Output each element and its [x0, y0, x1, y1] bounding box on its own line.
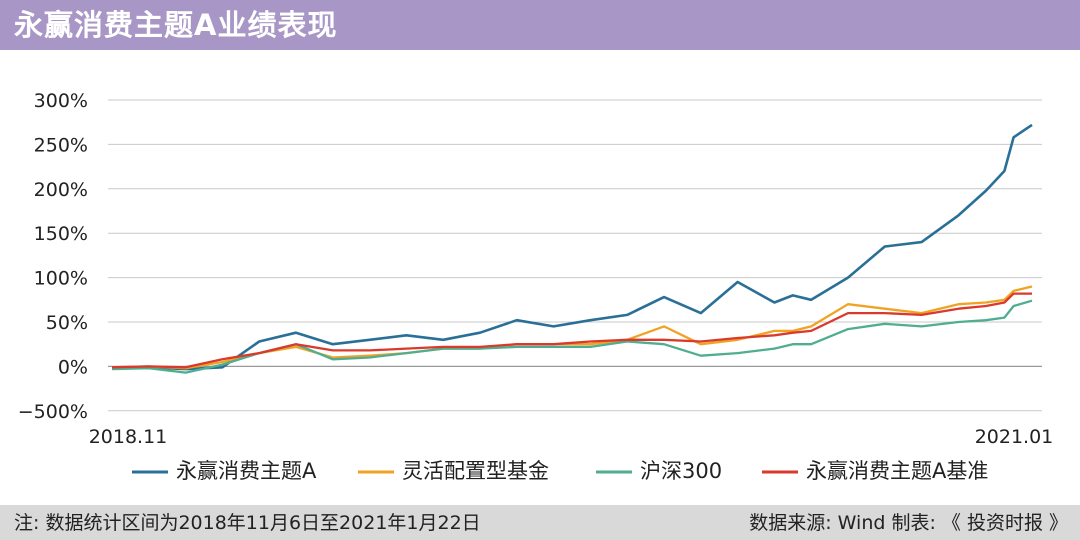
legend-label-3: 沪深300 [640, 459, 722, 483]
title-bar: 永赢消费主题A业绩表现 [0, 0, 1080, 50]
y-tick-label: 50% [46, 312, 88, 334]
y-tick-label: 200% [34, 179, 88, 201]
x-tick-label-end: 2021.01 [975, 426, 1054, 448]
y-tick-label: 300% [34, 90, 88, 112]
y-tick-label: −500% [18, 401, 88, 423]
series-line-4 [111, 292, 1032, 369]
footer-note: 注: 数据统计区间为2018年11月6日至2021年1月22日 [14, 512, 481, 534]
y-tick-label: 250% [34, 134, 88, 156]
chart-area: 300% 250% 200% 150% 100% 50% 0% −500% 2018.11 202… [0, 60, 1080, 505]
x-tick-label-start: 2018.11 [89, 426, 168, 448]
y-tick-label: 100% [34, 268, 88, 290]
series-line-3 [111, 299, 1033, 374]
legend-label-1: 永赢消费主题A [176, 459, 317, 483]
legend-label-2: 灵活配置型基金 [402, 459, 549, 483]
legend-label-4: 永赢消费主题A基准 [806, 459, 988, 483]
line-chart: 300% 250% 200% 150% 100% 50% 0% −500%2018.11 202… [18, 90, 1054, 483]
series-line-1 [111, 123, 1033, 371]
footer-source: 数据来源: Wind 制表: 《 投资时报 》 [749, 512, 1068, 534]
y-tick-label: 150% [34, 223, 88, 245]
chart-title: 永赢消费主题A业绩表现 [14, 8, 338, 42]
y-tick-label: 0% [58, 356, 88, 378]
footer-bar: 注: 数据统计区间为2018年11月6日至2021年1月22日 数据来源: Wi… [0, 505, 1080, 540]
